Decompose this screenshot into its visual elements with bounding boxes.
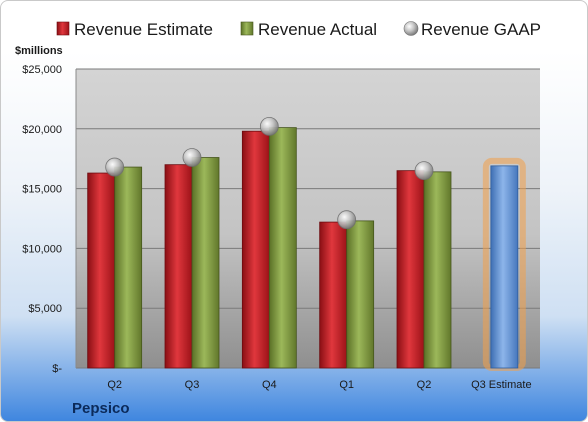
legend-label: Revenue Actual	[258, 20, 377, 39]
bar-revenue-estimate	[164, 164, 193, 369]
plot-area: $- $5,000 $10,000 $15,000 $20,000 $25,000 Q2 Q3…	[22, 64, 540, 391]
x-tick-label: Q4	[262, 379, 277, 391]
x-tick-label: Q3 Estimate	[471, 379, 532, 391]
bar-revenue-actual	[346, 220, 375, 369]
bar-revenue-estimate	[241, 130, 270, 369]
y-tick-label: $5,000	[28, 303, 62, 315]
x-tick-label: Q1	[339, 379, 354, 391]
y-tick-label: $20,000	[22, 124, 62, 136]
marker-revenue-gaap	[259, 117, 279, 136]
company-name: Pepsico	[72, 400, 130, 417]
x-tick-label: Q2	[107, 379, 122, 391]
bar-revenue-actual	[268, 127, 297, 369]
legend: Revenue Estimate Revenue Actual Revenue GA…	[56, 20, 541, 39]
bar-revenue-actual	[423, 171, 452, 369]
x-tick-label: Q3	[185, 379, 200, 391]
marker-revenue-gaap	[337, 210, 357, 230]
x-tick-label: Q2	[417, 379, 432, 391]
y-tick-label: $15,000	[22, 184, 62, 196]
marker-revenue-gaap	[414, 161, 434, 181]
marker-revenue-gaap	[105, 157, 125, 177]
bar-revenue-estimate	[490, 165, 519, 369]
bar-revenue-actual	[114, 166, 143, 369]
legend-swatch-revenue-estimate	[56, 21, 70, 36]
legend-swatch-revenue-actual	[240, 21, 254, 36]
bar-revenue-estimate	[87, 172, 116, 369]
bar-revenue-estimate	[319, 221, 348, 369]
legend-label: Revenue GAAP	[421, 20, 541, 39]
legend-swatch-revenue-gaap	[403, 21, 419, 36]
bar-revenue-actual	[191, 157, 220, 369]
y-tick-label: $25,000	[22, 64, 62, 76]
unit-label: $millions	[15, 45, 63, 57]
marker-revenue-gaap	[182, 148, 202, 167]
bar-revenue-estimate	[396, 170, 425, 369]
y-tick-label: $10,000	[22, 243, 62, 255]
legend-label: Revenue Estimate	[74, 20, 213, 39]
y-tick-label: $-	[52, 363, 62, 375]
plot-background	[76, 69, 540, 368]
